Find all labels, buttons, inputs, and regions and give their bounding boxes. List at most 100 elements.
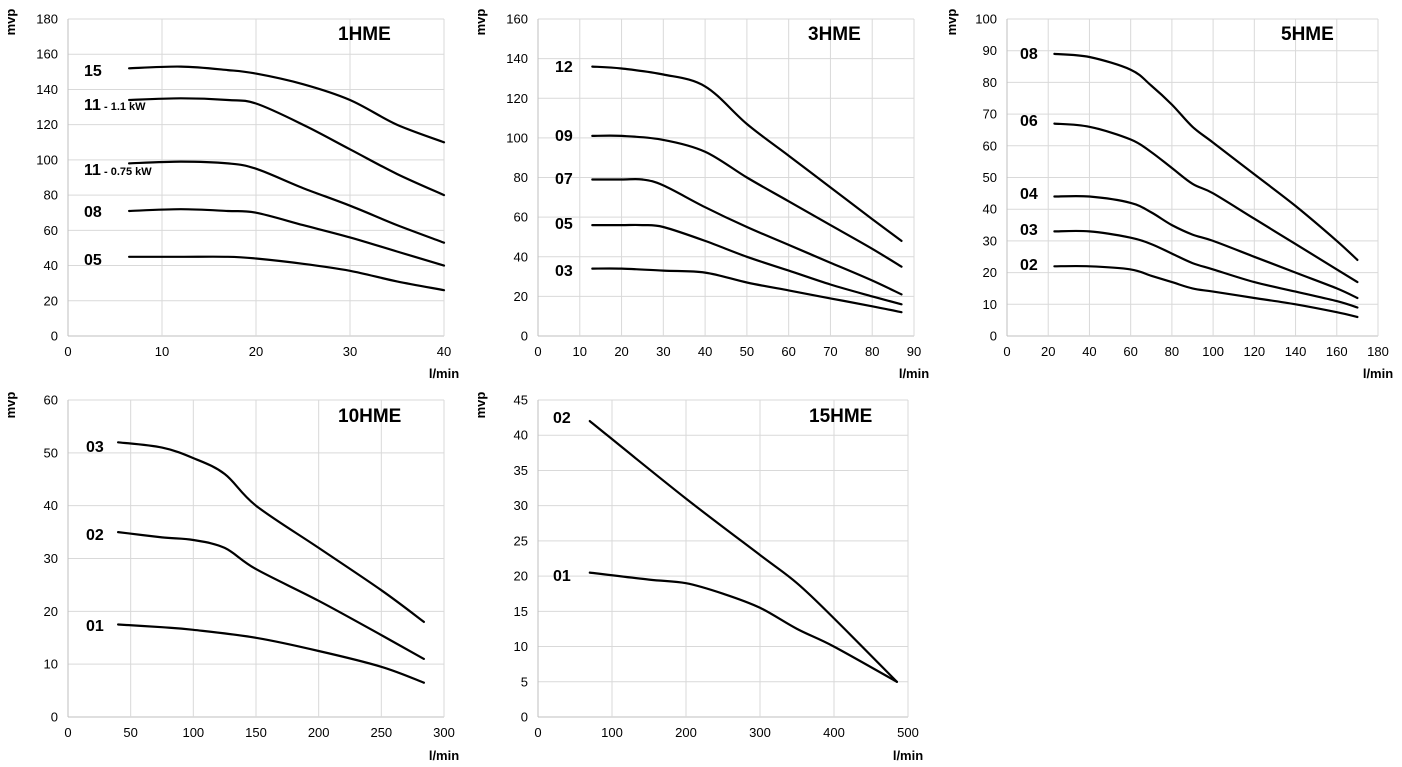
x-tick-label: 100: [601, 725, 623, 740]
y-tick-label: 60: [983, 138, 997, 153]
x-tick-label: 80: [865, 344, 879, 359]
series-label-01: 01: [553, 568, 571, 585]
y-tick-label: 100: [36, 152, 58, 167]
y-tick-label: 20: [44, 293, 58, 308]
x-tick-label: 180: [1367, 344, 1389, 359]
y-tick-label: 100: [975, 12, 997, 27]
chart-title: 10HME: [338, 406, 401, 427]
y-tick-label: 160: [36, 47, 58, 62]
x-tick-label: 150: [245, 725, 267, 740]
series-label-08: 08: [84, 204, 102, 221]
x-tick-label: 40: [1082, 344, 1096, 359]
y-tick-label: 90: [983, 43, 997, 58]
chart-10HME: 0 10 20 30 40 50 60 0 50 100 150 200 250 300 03 02 01 10H…: [3, 392, 459, 763]
x-tick-label: 10: [155, 344, 169, 359]
chart-title: 1HME: [338, 24, 391, 45]
series-line-12: [591, 65, 903, 242]
y-tick-label: 120: [36, 117, 58, 132]
series-label-07: 07: [555, 171, 573, 188]
y-tick-label: 40: [514, 428, 528, 443]
x-tick-label: 0: [1003, 344, 1010, 359]
series-line-05: [128, 255, 446, 292]
y-tick-label: 20: [514, 569, 528, 584]
series-line-02: [117, 531, 425, 660]
series-line-01: [588, 571, 898, 683]
series-label-03: 03: [1020, 222, 1038, 239]
y-tick-label: 160: [506, 12, 528, 27]
y-axis-label: mvp: [3, 9, 18, 36]
x-axis-label: l/min: [429, 366, 459, 381]
x-tick-label: 250: [370, 725, 392, 740]
series-label-04: 04: [1020, 186, 1038, 203]
x-tick-label: 200: [675, 725, 697, 740]
y-tick-label: 140: [506, 51, 528, 66]
y-tick-label: 0: [51, 329, 58, 344]
y-tick-label: 45: [514, 393, 528, 408]
series-line-09: [591, 134, 903, 268]
x-tick-label: 90: [907, 344, 921, 359]
series-label-11: 11 - 0.75 kW: [84, 162, 152, 179]
x-tick-label: 120: [1243, 344, 1265, 359]
series-line-04: [1053, 194, 1359, 300]
y-tick-label: 60: [44, 223, 58, 238]
series-line-15: [128, 65, 446, 144]
y-tick-label: 5: [521, 674, 528, 689]
y-tick-label: 25: [514, 533, 528, 548]
series-line-11: [128, 160, 446, 244]
x-tick-label: 80: [1165, 344, 1179, 359]
series-line-02: [1053, 264, 1359, 319]
y-tick-label: 40: [44, 258, 58, 273]
x-tick-label: 0: [64, 344, 71, 359]
y-tick-label: 15: [514, 604, 528, 619]
series-line-03: [1053, 229, 1359, 309]
series-line-02: [588, 420, 898, 683]
x-tick-label: 160: [1326, 344, 1348, 359]
x-axis-label: l/min: [893, 748, 923, 763]
series-line-03: [591, 267, 903, 314]
series-label-03: 03: [86, 439, 104, 456]
y-tick-label: 20: [983, 265, 997, 280]
y-tick-label: 120: [506, 91, 528, 106]
x-tick-label: 40: [437, 344, 451, 359]
y-tick-label: 20: [44, 604, 58, 619]
x-tick-label: 10: [573, 344, 587, 359]
x-tick-label: 30: [656, 344, 670, 359]
y-tick-label: 80: [514, 170, 528, 185]
x-tick-label: 100: [182, 725, 204, 740]
y-tick-label: 50: [44, 445, 58, 460]
y-tick-label: 180: [36, 12, 58, 27]
y-tick-label: 80: [44, 188, 58, 203]
x-tick-label: 30: [343, 344, 357, 359]
y-tick-label: 60: [514, 210, 528, 225]
series-line-07: [591, 177, 903, 296]
series-line-11: [128, 97, 446, 197]
chart-title: 3HME: [808, 24, 861, 45]
y-tick-label: 30: [983, 233, 997, 248]
y-tick-label: 0: [51, 710, 58, 725]
x-tick-label: 70: [823, 344, 837, 359]
chart-title: 15HME: [809, 406, 872, 427]
y-tick-label: 20: [514, 289, 528, 304]
y-tick-label: 30: [44, 551, 58, 566]
series-label-15: 15: [84, 63, 102, 80]
y-tick-label: 140: [36, 82, 58, 97]
y-tick-label: 80: [983, 75, 997, 90]
series-label-02: 02: [86, 527, 104, 544]
chart-1HME: 0 20 40 60 80 100 120 140 160 180 0 10 20 30 40 15 11 - …: [3, 9, 459, 381]
y-tick-label: 40: [514, 249, 528, 264]
x-tick-label: 60: [781, 344, 795, 359]
x-tick-label: 20: [249, 344, 263, 359]
y-tick-label: 10: [44, 657, 58, 672]
series-line-01: [117, 623, 425, 684]
x-tick-label: 0: [534, 344, 541, 359]
x-tick-label: 200: [308, 725, 330, 740]
x-tick-label: 0: [534, 725, 541, 740]
series-label-05: 05: [555, 216, 573, 233]
y-tick-label: 50: [983, 170, 997, 185]
series-label-02: 02: [1020, 257, 1038, 274]
chart-title: 5HME: [1281, 24, 1334, 45]
chart-3HME: 0 20 40 60 80 100 120 140 160 0 10 20 30 40 50 60 70 80 90…: [473, 9, 929, 381]
x-tick-label: 60: [1123, 344, 1137, 359]
y-axis-label: mvp: [944, 9, 959, 36]
x-tick-label: 20: [614, 344, 628, 359]
